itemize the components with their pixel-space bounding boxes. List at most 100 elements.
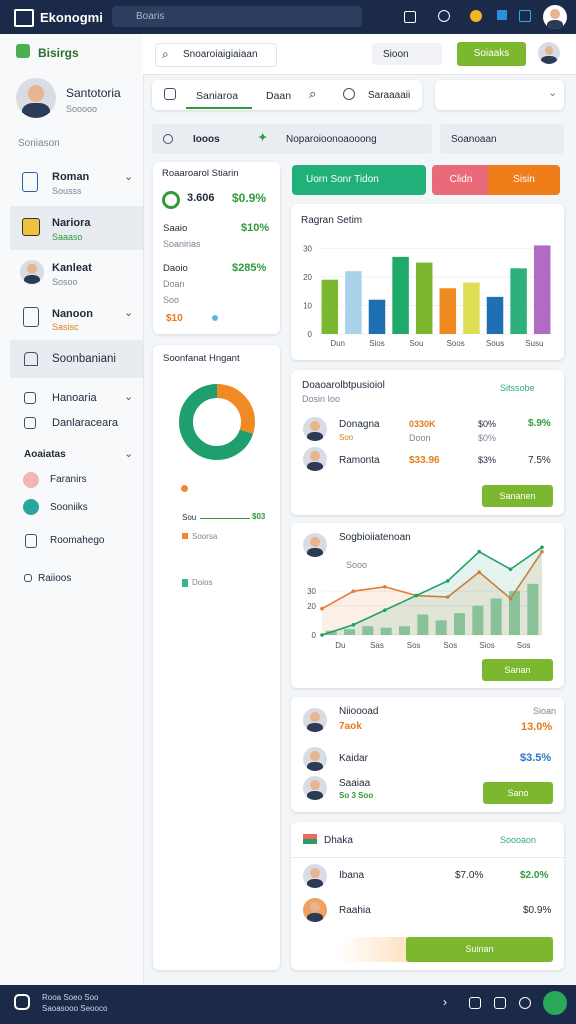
line: [321, 551, 543, 610]
tab[interactable]: Saniaroa: [196, 90, 239, 102]
chevron[interactable]: ⌄: [124, 448, 134, 460]
x-tick-label: Sous: [486, 339, 504, 348]
nav-sub: Sosoo: [52, 277, 78, 287]
nav-link[interactable]: Hanoaria: [52, 392, 97, 404]
tab-icon[interactable]: [343, 88, 355, 100]
row-avatar: [303, 447, 327, 471]
line-chart: 0 20 30 Du Sas Sos Sos Sios Sos: [307, 545, 544, 650]
card-title: Doaoarolbtpusioiol: [302, 380, 385, 391]
nav-icon: [24, 352, 38, 366]
footer-logo: [14, 994, 30, 1010]
row-avatar: [303, 864, 327, 888]
row-value: $3.5%: [520, 752, 552, 764]
card-title: Ragran Setim: [301, 215, 363, 226]
legend-label: Doios: [192, 578, 213, 587]
logo: Ekonogmi: [40, 10, 103, 25]
x-tick-label: Soos: [447, 339, 465, 348]
nav-active: [10, 340, 143, 378]
footer-action[interactable]: [543, 991, 567, 1015]
row-value: $285%: [232, 262, 267, 274]
card-button[interactable]: Sano: [483, 782, 553, 804]
search-box[interactable]: [155, 43, 277, 67]
card-button[interactable]: Sananen: [482, 485, 553, 507]
card-link[interactable]: Soooaon: [500, 835, 537, 845]
nav-item[interactable]: Nariora: [52, 217, 91, 229]
search-box[interactable]: [112, 6, 362, 27]
action-button[interactable]: Clidn: [432, 165, 490, 195]
footer-icon[interactable]: [494, 997, 506, 1009]
filter-left[interactable]: Iooos: [193, 134, 220, 145]
bar: [463, 282, 480, 334]
card-button[interactable]: Suinan: [406, 937, 553, 962]
nav-icon: [23, 307, 39, 327]
nav-link[interactable]: Raiioos: [38, 573, 72, 584]
icon[interactable]: [438, 10, 450, 22]
y-tick-label: 10: [303, 301, 312, 310]
donut-chart: [179, 384, 255, 460]
avatar[interactable]: [543, 5, 567, 29]
bar: [399, 626, 410, 635]
avatar[interactable]: [538, 42, 560, 64]
filter-box[interactable]: [440, 124, 564, 154]
tab[interactable]: Daan: [266, 90, 292, 102]
cell: $0.9%: [523, 905, 552, 916]
icon[interactable]: [519, 10, 531, 22]
line-point: [445, 579, 450, 583]
x-tick-label: Dun: [330, 339, 345, 348]
action-button[interactable]: Sisin: [488, 165, 560, 195]
nav-icon: [22, 172, 38, 192]
row-sub: So 3 Soo: [339, 791, 374, 800]
bar: [472, 605, 484, 635]
card-link[interactable]: Sitssobe: [500, 383, 535, 393]
bar: [527, 583, 539, 635]
nav-item[interactable]: Roman: [52, 171, 90, 183]
action-button[interactable]: Uorn Sonr Tidon: [292, 165, 426, 195]
y-tick-label: 30: [303, 244, 312, 253]
nav-link[interactable]: Danlaraceara: [52, 417, 119, 429]
nav-item[interactable]: Nanoon: [52, 308, 93, 320]
nav-icon: [24, 417, 36, 429]
select[interactable]: [372, 43, 442, 65]
line: [321, 546, 543, 636]
tab-icon[interactable]: ⌕: [309, 86, 317, 101]
header-button[interactable]: Soiaaks: [457, 42, 526, 66]
chevron[interactable]: ⌄: [124, 307, 134, 319]
nav-link[interactable]: Faranirs: [50, 474, 87, 485]
line-point: [508, 567, 513, 572]
section-title: Soriiason: [18, 138, 60, 149]
dot: [212, 315, 218, 321]
x-tick-label: Sas: [370, 641, 384, 650]
stat-value: 3.606: [187, 192, 215, 204]
row-avatar: [303, 708, 327, 732]
nav-item[interactable]: Kanleat: [52, 262, 92, 274]
icon[interactable]: [470, 10, 482, 22]
note: Soo: [163, 295, 180, 305]
x-tick-label: Sios: [479, 641, 495, 650]
footer-icon[interactable]: ›: [443, 995, 447, 1009]
nav-link[interactable]: Soonbaniani: [52, 353, 116, 365]
footer-icon[interactable]: [469, 997, 481, 1009]
row-avatar: [303, 417, 327, 441]
nav-icon: [24, 574, 32, 582]
icon[interactable]: [497, 10, 507, 20]
nav-link[interactable]: Sooniiks: [50, 502, 88, 513]
line-point: [383, 584, 387, 589]
chevron[interactable]: ⌄: [124, 171, 134, 183]
filter-middle[interactable]: Noparoioonoaooong: [286, 134, 377, 145]
nav-link[interactable]: Roomahego: [50, 535, 105, 546]
line-point: [508, 596, 513, 601]
card-button[interactable]: Sanan: [482, 659, 553, 681]
row-label: Saaio: [163, 223, 188, 234]
icon[interactable]: [404, 11, 416, 23]
line-point: [320, 633, 324, 637]
bar: [392, 256, 409, 334]
chevron[interactable]: ⌄: [124, 391, 134, 403]
logo-icon: [14, 9, 34, 27]
bar: [345, 271, 362, 334]
nav-icon: [23, 472, 39, 488]
tab[interactable]: Saraaaaii: [368, 90, 411, 101]
dropdown[interactable]: [435, 80, 564, 110]
footer-value: $10: [166, 313, 183, 324]
footer-icon[interactable]: [519, 997, 531, 1009]
